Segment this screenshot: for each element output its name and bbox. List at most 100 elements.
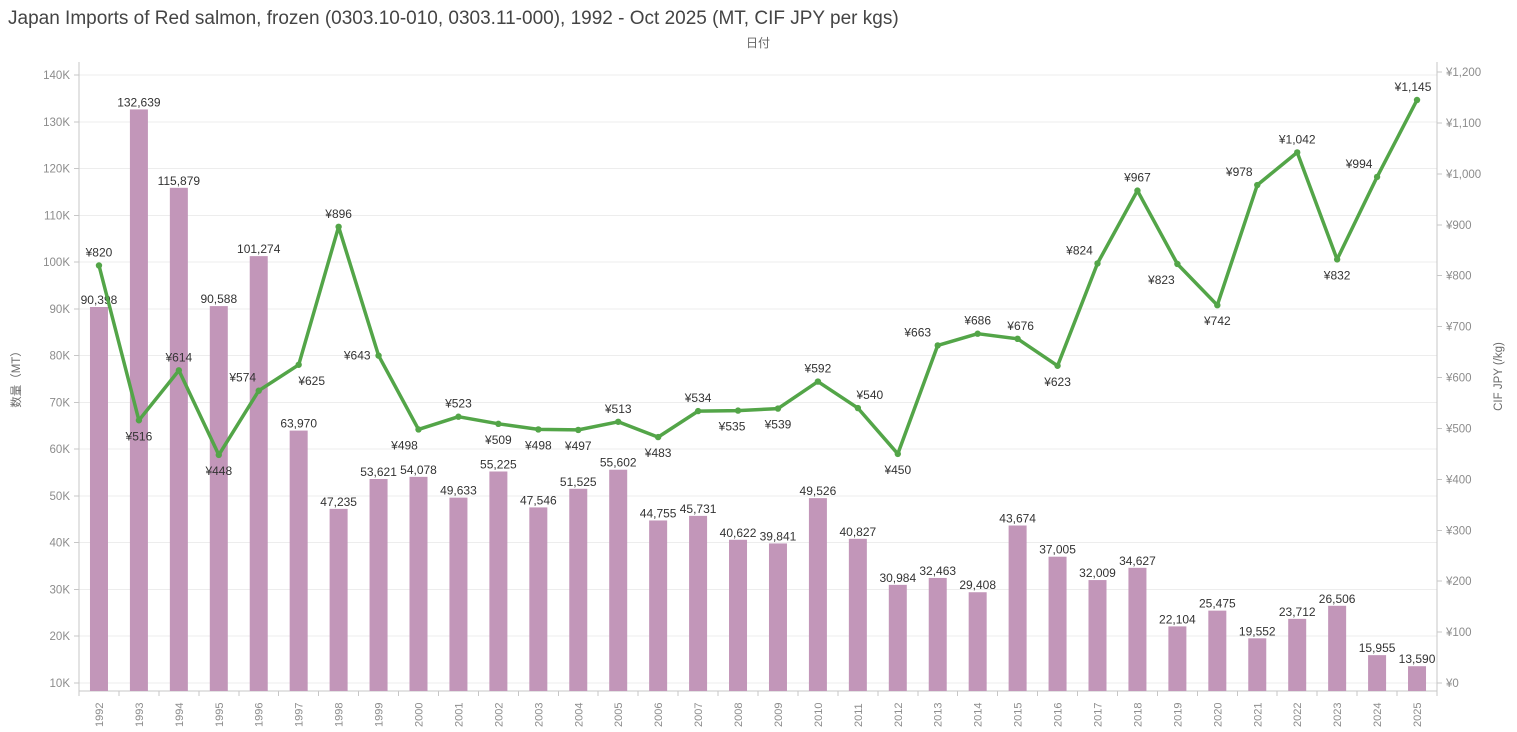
line-point-2025[interactable] xyxy=(1413,96,1421,104)
line-point-2004[interactable] xyxy=(575,426,582,434)
line-point-2009[interactable] xyxy=(774,405,782,412)
left-tick-label: 20K xyxy=(50,631,71,643)
line-point-2007[interactable] xyxy=(694,407,702,415)
bar-label: 49,633 xyxy=(440,484,477,498)
right-tick-label: ¥1,100 xyxy=(1445,118,1481,130)
bar-2019[interactable] xyxy=(1168,626,1187,691)
bar-label: 55,225 xyxy=(480,457,517,471)
line-point-1998[interactable] xyxy=(335,223,342,230)
line-point-2016[interactable] xyxy=(1054,362,1061,369)
line-label: ¥742 xyxy=(1203,314,1231,328)
line-point-2006[interactable] xyxy=(654,433,662,441)
bar-1999[interactable] xyxy=(369,478,388,691)
year-label: 2016 xyxy=(1053,703,1065,727)
bar-2010[interactable] xyxy=(808,498,827,691)
line-point-1993[interactable] xyxy=(135,417,143,424)
line-point-2012[interactable] xyxy=(894,450,901,458)
bar-2006[interactable] xyxy=(649,520,668,691)
year-label: 2008 xyxy=(733,703,745,727)
bar-2023[interactable] xyxy=(1328,605,1347,691)
bar-2005[interactable] xyxy=(609,469,628,691)
line-point-2010[interactable] xyxy=(814,378,822,385)
line-point-2005[interactable] xyxy=(615,418,622,425)
bar-1998[interactable] xyxy=(329,508,348,691)
left-tick-label: 70K xyxy=(50,397,71,409)
line-point-1992[interactable] xyxy=(95,262,103,269)
bar-2007[interactable] xyxy=(689,515,708,691)
bar-2021[interactable] xyxy=(1248,638,1267,691)
bar-2003[interactable] xyxy=(529,507,548,691)
line-point-2008[interactable] xyxy=(734,407,742,414)
line-point-2011[interactable] xyxy=(854,404,862,412)
bar-2009[interactable] xyxy=(768,543,787,691)
bar-label: 90,398 xyxy=(81,293,118,307)
bar-2018[interactable] xyxy=(1128,567,1147,691)
right-tick-label: ¥0 xyxy=(1445,678,1459,690)
line-point-2020[interactable] xyxy=(1214,301,1221,309)
year-label: 1999 xyxy=(374,703,386,727)
line-label: ¥820 xyxy=(85,245,113,259)
left-tick-label: 130K xyxy=(43,117,70,129)
right-tick-label: ¥700 xyxy=(1445,322,1472,334)
line-point-2023[interactable] xyxy=(1333,256,1341,263)
year-label: 2015 xyxy=(1013,703,1025,727)
bar-1997[interactable] xyxy=(289,430,308,691)
bar-2024[interactable] xyxy=(1368,655,1387,691)
year-label: 2024 xyxy=(1372,703,1384,727)
bar-2011[interactable] xyxy=(848,538,867,691)
line-point-2024[interactable] xyxy=(1373,173,1381,181)
year-label: 2004 xyxy=(573,703,585,727)
bar-label: 29,408 xyxy=(959,578,996,592)
bar-2022[interactable] xyxy=(1288,618,1307,691)
bar-label: 25,475 xyxy=(1199,597,1236,611)
line-label: ¥1,042 xyxy=(1278,132,1316,146)
bar-2025[interactable] xyxy=(1408,666,1427,691)
bar-label: 51,525 xyxy=(560,475,597,489)
bar-1993[interactable] xyxy=(129,109,148,692)
line-point-2015[interactable] xyxy=(1014,335,1021,343)
bar-2020[interactable] xyxy=(1208,610,1227,691)
bar-2000[interactable] xyxy=(409,476,428,691)
bar-2008[interactable] xyxy=(729,539,748,691)
line-point-2021[interactable] xyxy=(1254,181,1261,189)
year-label: 1993 xyxy=(134,703,146,727)
bar-2016[interactable] xyxy=(1048,556,1067,691)
line-point-1996[interactable] xyxy=(255,387,262,394)
bar-2014[interactable] xyxy=(968,592,987,691)
line-point-1994[interactable] xyxy=(175,367,183,374)
line-point-2014[interactable] xyxy=(974,330,981,337)
line-point-2018[interactable] xyxy=(1134,187,1141,194)
bar-label: 63,970 xyxy=(280,417,317,431)
line-point-2000[interactable] xyxy=(415,426,422,433)
year-label: 2006 xyxy=(653,703,665,727)
right-tick-label: ¥300 xyxy=(1445,525,1472,537)
line-point-2002[interactable] xyxy=(495,420,502,428)
line-label: ¥448 xyxy=(204,464,232,478)
bar-2015[interactable] xyxy=(1008,525,1027,691)
line-point-2019[interactable] xyxy=(1174,260,1181,268)
line-label: ¥483 xyxy=(644,446,672,460)
line-point-1997[interactable] xyxy=(295,361,302,368)
year-label: 2019 xyxy=(1172,703,1184,727)
line-point-2003[interactable] xyxy=(535,426,542,433)
cif-price-line[interactable] xyxy=(97,98,1419,457)
line-label: ¥643 xyxy=(343,349,371,363)
bar-1995[interactable] xyxy=(209,306,228,691)
line-point-2001[interactable] xyxy=(455,413,462,420)
bar-1994[interactable] xyxy=(169,187,188,691)
line-point-1999[interactable] xyxy=(375,352,382,359)
bar-2012[interactable] xyxy=(888,584,907,691)
line-point-1995[interactable] xyxy=(215,451,222,459)
bar-2001[interactable] xyxy=(449,497,468,691)
bar-2017[interactable] xyxy=(1088,580,1107,691)
year-label: 2018 xyxy=(1132,703,1144,727)
bar-1996[interactable] xyxy=(249,256,268,691)
bar-2002[interactable] xyxy=(489,471,508,691)
line-point-2013[interactable] xyxy=(934,342,941,349)
line-point-2022[interactable] xyxy=(1294,149,1301,156)
line-point-2017[interactable] xyxy=(1094,260,1101,267)
bar-1992[interactable] xyxy=(89,306,108,691)
bar-2004[interactable] xyxy=(569,488,588,691)
bar-2013[interactable] xyxy=(928,577,947,691)
